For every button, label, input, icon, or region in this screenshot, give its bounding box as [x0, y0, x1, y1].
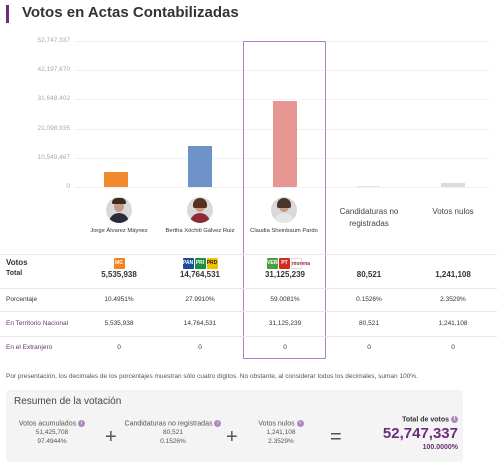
- y-tick-label: 42,197,870: [37, 66, 70, 74]
- table-cell: 14,764,531: [183, 320, 217, 327]
- bar-1[interactable]: [104, 171, 128, 187]
- row-label: En Territorio Nacional: [6, 320, 69, 327]
- candidate-name: Claudia Sheinbaum Pardo: [250, 228, 318, 234]
- party-logos-sigamos: VERDE PT morena: [243, 258, 326, 269]
- y-tick-label: 52,747,337: [37, 37, 70, 44]
- row-label: Total: [6, 270, 23, 277]
- summary-label: Candidaturas no registradas: [124, 420, 213, 428]
- table-cell: 80,521: [356, 270, 382, 279]
- summary-acumulados: Votos acumulados i 51,425,708 97.4944%: [12, 420, 92, 445]
- info-icon[interactable]: i: [214, 420, 222, 427]
- summary-pct: 97.4944%: [37, 438, 67, 446]
- table-cell: 31,125,239: [264, 270, 306, 279]
- total-value: 52,747,337: [382, 425, 458, 443]
- table-cell: 1,241,108: [435, 270, 471, 279]
- equals-icon: =: [330, 426, 342, 448]
- table-cell: 59.0081%: [270, 296, 300, 303]
- plus-icon: +: [105, 426, 117, 448]
- grid-line: [76, 70, 490, 72]
- footnote: Por presentación, los decimales de los p…: [6, 373, 418, 380]
- pan-logo-icon: PAN: [182, 258, 194, 269]
- grid-line: [76, 187, 490, 188]
- table-cell: 31,125,239: [268, 320, 302, 327]
- table-cell: 0: [283, 344, 287, 351]
- table-cell: 14,764,531: [179, 270, 221, 279]
- y-tick-label: 21,098,935: [37, 124, 70, 132]
- prd-logo-icon: PRD: [206, 258, 218, 269]
- table-cell: 0.1526%: [356, 296, 382, 303]
- candidate-nulos: Votos nulos: [415, 206, 491, 218]
- table-cell: 0: [451, 344, 455, 351]
- table-cell: 80,521: [359, 320, 379, 327]
- summary-total: Total de votos i 52,747,337 100.0000%: [362, 416, 458, 451]
- summary-no-registradas: Candidaturas no registradas i 80,521 0.15…: [124, 420, 222, 445]
- table-cell: 1,241,108: [438, 320, 468, 327]
- bar-2[interactable]: [188, 146, 212, 187]
- candidate-no-registradas: Candidaturas no registradas: [332, 206, 406, 230]
- candidate-galvez[interactable]: Bertha Xóchitl Gálvez Ruiz: [160, 197, 240, 235]
- candidate-label: Candidaturas no registradas: [339, 207, 399, 228]
- total-pct: 100.0000%: [422, 444, 458, 452]
- info-icon[interactable]: i: [296, 420, 304, 427]
- row-divider: [0, 336, 497, 337]
- summary-title: Resumen de la votación: [14, 396, 122, 407]
- avatar-maynez: [106, 197, 132, 223]
- title-accent-bar: [6, 5, 9, 23]
- row-label: Porcentaje: [6, 296, 38, 303]
- bar-3[interactable]: [273, 100, 297, 187]
- row-label: En el Extranjero: [6, 344, 53, 351]
- summary-pct: 2.3529%: [268, 438, 294, 446]
- table-cell: 5,535,938: [101, 270, 137, 279]
- y-tick-label: 0: [66, 183, 70, 190]
- y-tick-label: 31,648,402: [37, 95, 70, 103]
- table-cell: 0: [117, 344, 121, 351]
- party-logos-fuerza: PAN PRI PRD: [160, 258, 240, 269]
- pvem-logo-icon: VERDE: [267, 258, 284, 269]
- pri-logo-icon: PRI: [194, 258, 206, 269]
- table-cell: 0: [367, 344, 371, 351]
- table-cell: 2.3529%: [440, 296, 466, 303]
- summary-value: 1,241,108: [266, 429, 296, 437]
- row-divider: [0, 288, 497, 289]
- divider: [0, 254, 497, 255]
- total-label: Total de votos: [402, 416, 449, 424]
- bar-4[interactable]: [358, 185, 380, 187]
- summary-nulos: Votos nulos i 1,241,108 2.3529%: [246, 420, 316, 445]
- party-logos-mc: MC: [80, 258, 158, 269]
- candidate-name: Jorge Álvarez Máynez: [90, 228, 148, 234]
- table-cell: 27.9910%: [185, 296, 215, 303]
- mc-logo-icon: MC: [113, 258, 125, 269]
- row-divider: [0, 311, 497, 312]
- morena-logo-icon: morena: [291, 258, 310, 269]
- summary-panel: Resumen de la votación Votos acumulados i…: [6, 390, 463, 462]
- page-title: Votos en Actas Contabilizadas: [22, 4, 239, 21]
- plus-icon: +: [226, 426, 238, 448]
- bar-5[interactable]: [441, 183, 465, 187]
- summary-value: 80,521: [163, 429, 183, 437]
- summary-pct: 0.1526%: [160, 438, 186, 446]
- votes-bar-chart: 52,747,337 42,197,870 31,648,402 21,098,935…: [0, 30, 497, 230]
- votos-label: Votos: [6, 258, 28, 267]
- y-tick-label: 10,549,467: [37, 153, 70, 161]
- table-cell: 10.4951%: [104, 296, 134, 303]
- candidate-sheinbaum[interactable]: Claudia Sheinbaum Pardo: [250, 197, 318, 235]
- summary-value: 51,425,708: [35, 429, 69, 437]
- grid-line: [76, 99, 490, 101]
- summary-label: Votos nulos: [258, 420, 295, 428]
- avatar-galvez: [187, 197, 213, 223]
- winner-highlight: [243, 41, 326, 359]
- summary-label: Votos acumulados: [18, 420, 77, 428]
- header: Votos en Actas Contabilizadas: [0, 0, 497, 28]
- info-icon[interactable]: i: [451, 416, 458, 423]
- table-cell: 5,535,938: [104, 320, 134, 327]
- avatar-sheinbaum: [271, 197, 297, 223]
- pt-logo-icon: PT: [279, 258, 290, 269]
- candidate-maynez[interactable]: Jorge Álvarez Máynez: [80, 197, 158, 235]
- candidate-name: Bertha Xóchitl Gálvez Ruiz: [165, 228, 235, 234]
- candidate-label: Votos nulos: [432, 207, 474, 216]
- table-cell: 0: [198, 344, 202, 351]
- info-icon[interactable]: i: [78, 420, 86, 427]
